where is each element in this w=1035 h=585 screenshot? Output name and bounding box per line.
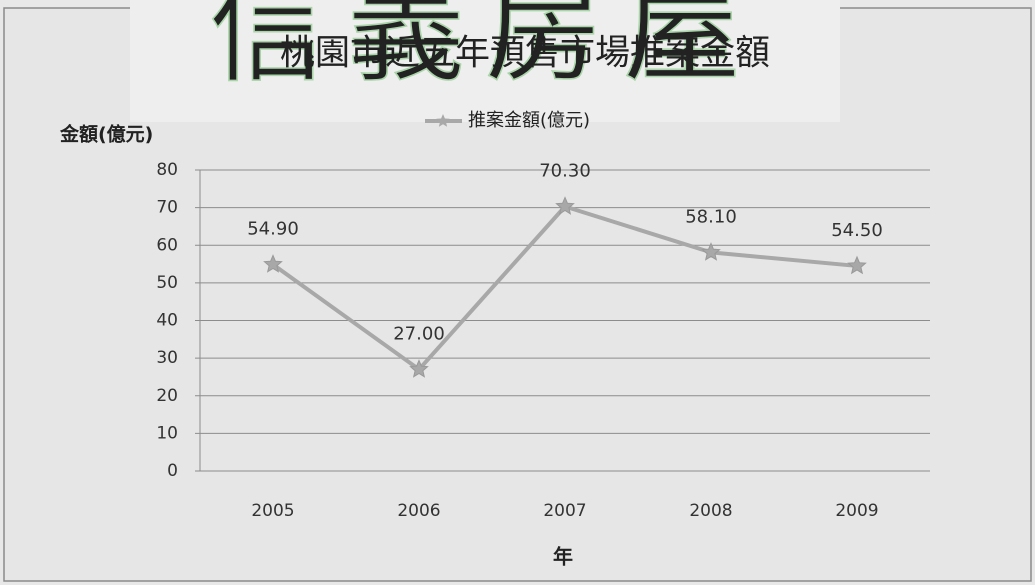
y-tick-label: 20 <box>156 386 178 406</box>
x-tick-label: 2006 <box>397 501 440 521</box>
data-label: 54.50 <box>831 220 883 241</box>
data-point <box>701 242 721 261</box>
x-tick-label: 2007 <box>543 501 586 521</box>
y-tick-label: 10 <box>156 423 178 443</box>
x-tick-label: 2008 <box>689 501 732 521</box>
y-axis-label: 金額(億元) <box>59 123 153 146</box>
data-label: 70.30 <box>539 160 591 181</box>
data-label: 54.90 <box>247 218 299 239</box>
x-tick-label: 2005 <box>251 501 294 521</box>
watermark-band <box>130 0 840 122</box>
data-label: 27.00 <box>393 323 445 344</box>
y-tick-label: 0 <box>167 461 178 481</box>
x-tick-label: 2009 <box>835 501 878 521</box>
data-point <box>555 196 575 215</box>
chart-title: 桃園市近五年預售市場推案金額 <box>280 34 770 74</box>
legend-label: 推案金額(億元) <box>468 110 590 131</box>
plot: 54.90 27.00 70.30 58.10 54.50 推案金額(億元) <box>247 110 883 378</box>
data-point <box>409 359 429 378</box>
y-tick-label: 50 <box>156 273 178 293</box>
legend-marker <box>436 114 450 127</box>
data-label: 58.10 <box>685 206 737 227</box>
data-point <box>847 255 867 275</box>
y-tick-label: 70 <box>156 198 178 218</box>
grid: 0 10 20 30 40 50 60 70 80 2005 2006 2007 2008 2009 <box>156 160 930 521</box>
y-tick-label: 40 <box>156 311 178 331</box>
y-tick-label: 60 <box>156 235 178 255</box>
x-axis-label: 年 <box>553 545 573 569</box>
watermark: 信義房屋 <box>209 0 761 99</box>
y-tick-label: 30 <box>156 348 178 368</box>
y-tick-label: 80 <box>156 160 178 180</box>
data-point <box>263 254 283 273</box>
